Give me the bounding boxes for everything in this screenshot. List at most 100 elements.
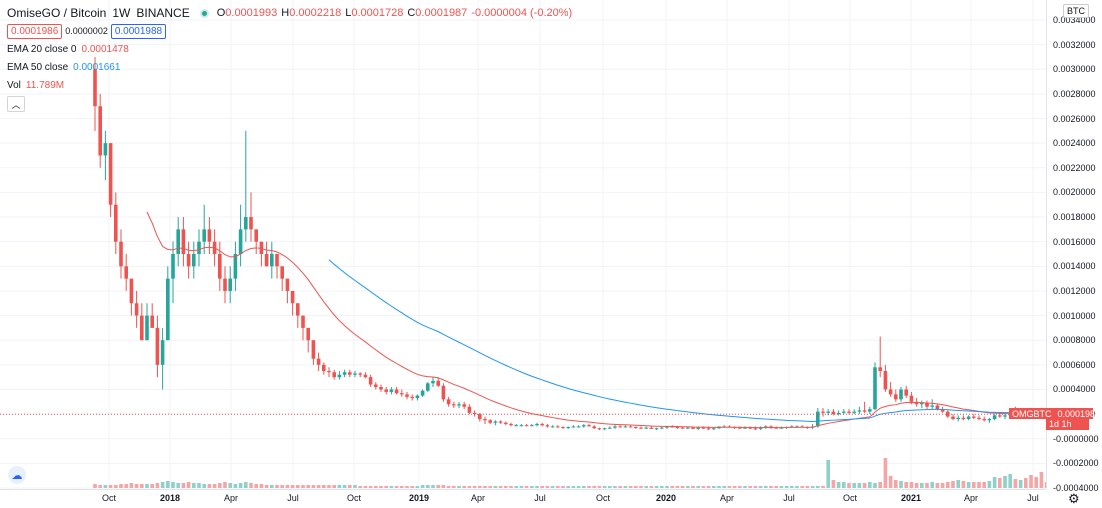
candle-body bbox=[868, 409, 872, 411]
candle-body bbox=[109, 143, 113, 205]
volume-bar bbox=[618, 486, 622, 488]
volume-bar bbox=[894, 480, 898, 488]
volume-bar bbox=[275, 485, 279, 488]
indicator-volume[interactable]: Vol 11.789M bbox=[7, 76, 576, 94]
volume-bar bbox=[228, 483, 232, 488]
candle-body bbox=[910, 396, 914, 402]
volume-bar bbox=[301, 485, 305, 488]
candle-body bbox=[894, 394, 898, 399]
volume-bar bbox=[488, 486, 492, 488]
volume-bar bbox=[312, 485, 316, 488]
candle-body bbox=[520, 425, 524, 426]
volume-bar bbox=[249, 483, 253, 488]
volume-bar bbox=[982, 482, 986, 488]
candle-body bbox=[254, 229, 258, 241]
volume-bar bbox=[904, 482, 908, 488]
volume-bar bbox=[842, 482, 846, 488]
sell-price-button[interactable]: 0.0001986 bbox=[7, 24, 62, 39]
open-label: O bbox=[217, 7, 226, 19]
volume-bar bbox=[592, 486, 596, 488]
high-value: 0.0002218 bbox=[289, 7, 341, 19]
volume-bar bbox=[774, 486, 778, 488]
time-tick: Jul bbox=[783, 493, 795, 503]
candle-body bbox=[494, 421, 498, 422]
volume-bar bbox=[800, 486, 804, 488]
candle-body bbox=[509, 424, 513, 425]
candle-body bbox=[161, 340, 165, 365]
price-tick: 0.0030000 bbox=[1053, 64, 1096, 74]
bar-countdown: 1d 1h bbox=[1046, 419, 1089, 430]
candle-body bbox=[218, 254, 222, 279]
tradingview-logo-icon[interactable]: ☁ bbox=[8, 466, 26, 484]
volume-bar bbox=[1019, 480, 1023, 488]
volume-bar bbox=[405, 486, 409, 488]
volume-bar bbox=[166, 481, 170, 488]
volume-bar bbox=[374, 486, 378, 488]
candle-body bbox=[426, 383, 430, 390]
indicator-ema50[interactable]: EMA 50 close 0.0001661 bbox=[7, 58, 576, 76]
indicator-ema20[interactable]: EMA 20 close 0 0.0001478 bbox=[7, 40, 576, 58]
candle-body bbox=[395, 389, 399, 393]
candle-body bbox=[291, 291, 295, 303]
volume-bar bbox=[260, 484, 264, 488]
candle-body bbox=[478, 414, 482, 419]
volume-bar bbox=[1029, 475, 1033, 488]
candle-body bbox=[613, 426, 617, 427]
volume-bar bbox=[686, 486, 690, 488]
time-tick: Jul bbox=[534, 493, 546, 503]
time-tick: 2020 bbox=[656, 493, 676, 503]
candle-body bbox=[358, 373, 362, 374]
candle-body bbox=[556, 426, 560, 427]
candle-body bbox=[421, 391, 425, 396]
volume-bar bbox=[717, 486, 721, 488]
candle-body bbox=[114, 205, 118, 242]
candle-body bbox=[431, 381, 435, 383]
candle-body bbox=[977, 418, 981, 419]
buy-price-button[interactable]: 0.0001988 bbox=[111, 24, 166, 39]
volume-bar bbox=[696, 486, 700, 488]
candle-body bbox=[577, 426, 581, 427]
close-label: C bbox=[407, 7, 415, 19]
volume-bar bbox=[899, 481, 903, 488]
volume-bar bbox=[785, 486, 789, 488]
currency-badge[interactable]: BTC bbox=[1063, 4, 1089, 18]
price-tick: -0.0000000 bbox=[1053, 434, 1099, 444]
candle-body bbox=[171, 254, 175, 279]
price-tick: 0.0016000 bbox=[1053, 237, 1096, 247]
volume-bar bbox=[416, 486, 420, 488]
volume-bar bbox=[317, 485, 321, 488]
volume-bar bbox=[977, 482, 981, 488]
candle-body bbox=[468, 407, 472, 413]
candle-body bbox=[499, 421, 503, 422]
volume-bar bbox=[962, 481, 966, 488]
candle-body bbox=[150, 316, 154, 328]
volume-bar bbox=[551, 486, 555, 488]
price-tick: -0.0002000 bbox=[1053, 458, 1099, 468]
settings-gear-icon[interactable]: ⚙ bbox=[1068, 491, 1080, 507]
volume-bar bbox=[769, 486, 773, 488]
ticker-label: OMGBTC bbox=[1009, 409, 1055, 419]
candle-body bbox=[696, 428, 700, 429]
symbol-name[interactable]: OmiseGO / Bitcoin bbox=[7, 6, 106, 20]
candle-body bbox=[182, 229, 186, 254]
volume-bar bbox=[338, 485, 342, 488]
candle-body bbox=[130, 279, 134, 304]
volume-bar bbox=[182, 483, 186, 488]
candle-body bbox=[280, 266, 284, 278]
volume-bar bbox=[104, 485, 108, 488]
volume-bar bbox=[587, 486, 591, 488]
candle-body bbox=[956, 418, 960, 419]
collapse-legend-button[interactable]: ︿ bbox=[7, 96, 25, 112]
candle-body bbox=[681, 428, 685, 429]
time-tick: Jul bbox=[287, 493, 299, 503]
interval-label[interactable]: 1W bbox=[112, 6, 130, 20]
candle-body bbox=[889, 389, 893, 394]
volume-bar bbox=[832, 480, 836, 488]
volume-bar bbox=[598, 486, 602, 488]
volume-bar bbox=[878, 482, 882, 488]
candle-body bbox=[904, 389, 908, 395]
price-tick: 0.0026000 bbox=[1053, 114, 1096, 124]
ema50-value: 0.0001661 bbox=[73, 62, 120, 73]
